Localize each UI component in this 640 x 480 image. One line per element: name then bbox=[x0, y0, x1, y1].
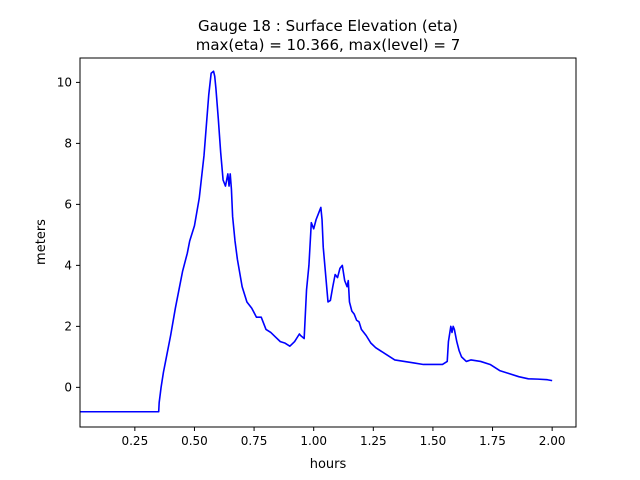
series-line-0 bbox=[80, 70, 553, 413]
y-tick-label: 10 bbox=[57, 75, 72, 89]
y-axis-label: meters bbox=[34, 219, 49, 265]
chart-title-line2: max(eta) = 10.366, max(level) = 7 bbox=[196, 36, 461, 54]
y-axis: 0 2 4 6 8 10 bbox=[57, 75, 80, 394]
y-tick-label: 2 bbox=[64, 319, 72, 333]
x-tick-label: 0.50 bbox=[181, 434, 208, 448]
x-tick-label: 1.25 bbox=[360, 434, 387, 448]
plot-area bbox=[80, 70, 553, 413]
plot-frame bbox=[79, 57, 577, 428]
y-tick-label: 6 bbox=[64, 197, 72, 211]
x-axis-label: hours bbox=[310, 457, 347, 472]
x-tick-label: 0.25 bbox=[121, 434, 148, 448]
y-tick-label: 0 bbox=[64, 380, 72, 394]
y-tick-label: 4 bbox=[64, 258, 72, 272]
y-tick-label: 8 bbox=[64, 136, 72, 150]
chart-title-line1: Gauge 18 : Surface Elevation (eta) bbox=[198, 17, 458, 35]
x-tick-label: 1.00 bbox=[300, 434, 327, 448]
x-tick-label: 0.75 bbox=[241, 434, 268, 448]
x-tick-label: 1.75 bbox=[479, 434, 506, 448]
x-axis: 0.25 0.50 0.75 1.00 1.25 1.50 1.75 2.00 bbox=[121, 427, 566, 448]
x-tick-label: 1.50 bbox=[420, 434, 447, 448]
x-tick-label: 2.00 bbox=[539, 434, 566, 448]
